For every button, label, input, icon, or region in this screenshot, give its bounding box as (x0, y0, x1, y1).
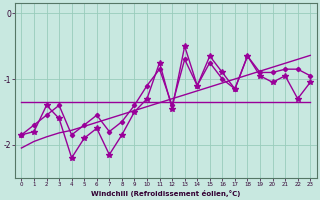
X-axis label: Windchill (Refroidissement éolien,°C): Windchill (Refroidissement éolien,°C) (91, 190, 241, 197)
